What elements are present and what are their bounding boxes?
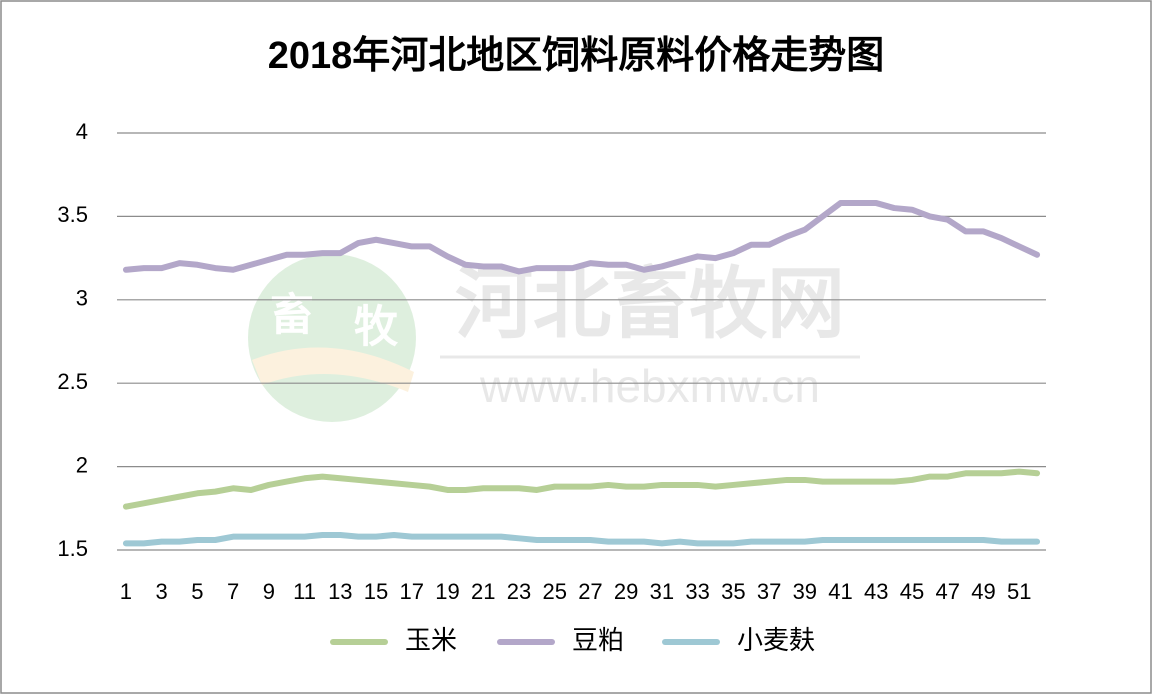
watermark-logo-text: 畜 bbox=[270, 291, 314, 340]
x-tick-label: 23 bbox=[507, 579, 531, 604]
x-tick-label: 21 bbox=[471, 579, 495, 604]
x-tick-label: 9 bbox=[263, 579, 275, 604]
x-tick-label: 37 bbox=[757, 579, 781, 604]
series-line bbox=[122, 468, 1041, 510]
x-tick-label: 41 bbox=[828, 579, 852, 604]
x-tick-label: 3 bbox=[156, 579, 168, 604]
x-tick-label: 11 bbox=[293, 579, 316, 604]
series-line bbox=[122, 200, 1041, 275]
watermark-logo-text: 牧 bbox=[354, 303, 399, 352]
watermark: 畜 牧 河北畜牧网 www.hebxmw.cn bbox=[248, 254, 860, 422]
x-tick-label: 19 bbox=[435, 579, 459, 604]
x-tick-label: 25 bbox=[542, 579, 566, 604]
series-line bbox=[122, 531, 1041, 547]
chart-title: 2018年河北地区饲料原料价格走势图 bbox=[268, 35, 885, 77]
x-tick-label: 31 bbox=[650, 579, 674, 604]
y-tick-label: 2 bbox=[76, 452, 88, 477]
x-tick-label: 49 bbox=[971, 579, 995, 604]
x-tick-label: 43 bbox=[864, 579, 888, 604]
x-tick-label: 39 bbox=[793, 579, 817, 604]
x-tick-label: 27 bbox=[578, 579, 602, 604]
y-tick-label: 4 bbox=[76, 119, 88, 144]
legend-label: 小麦麸 bbox=[737, 625, 815, 655]
y-tick-label: 1.5 bbox=[57, 536, 88, 561]
x-tick-label: 51 bbox=[1007, 579, 1031, 604]
y-tick-label: 3 bbox=[76, 286, 88, 311]
x-tick-label: 7 bbox=[227, 579, 239, 604]
x-tick-label: 35 bbox=[721, 579, 745, 604]
x-tick-label: 47 bbox=[935, 579, 959, 604]
x-tick-label: 45 bbox=[900, 579, 924, 604]
watermark-logo bbox=[248, 254, 416, 422]
legend-label: 豆粕 bbox=[572, 625, 624, 655]
x-tick-label: 5 bbox=[191, 579, 203, 604]
watermark-url: www.hebxmw.cn bbox=[479, 360, 820, 412]
x-tick-label: 33 bbox=[685, 579, 709, 604]
x-tick-label: 15 bbox=[364, 579, 388, 604]
x-tick-label: 17 bbox=[400, 579, 424, 604]
x-tick-label: 1 bbox=[120, 579, 132, 604]
watermark-wave bbox=[252, 347, 414, 392]
legend-label: 玉米 bbox=[405, 625, 457, 655]
y-tick-label: 2.5 bbox=[57, 369, 88, 394]
y-tick-label: 3.5 bbox=[57, 202, 88, 227]
x-tick-label: 13 bbox=[328, 579, 352, 604]
x-tick-label: 29 bbox=[614, 579, 638, 604]
